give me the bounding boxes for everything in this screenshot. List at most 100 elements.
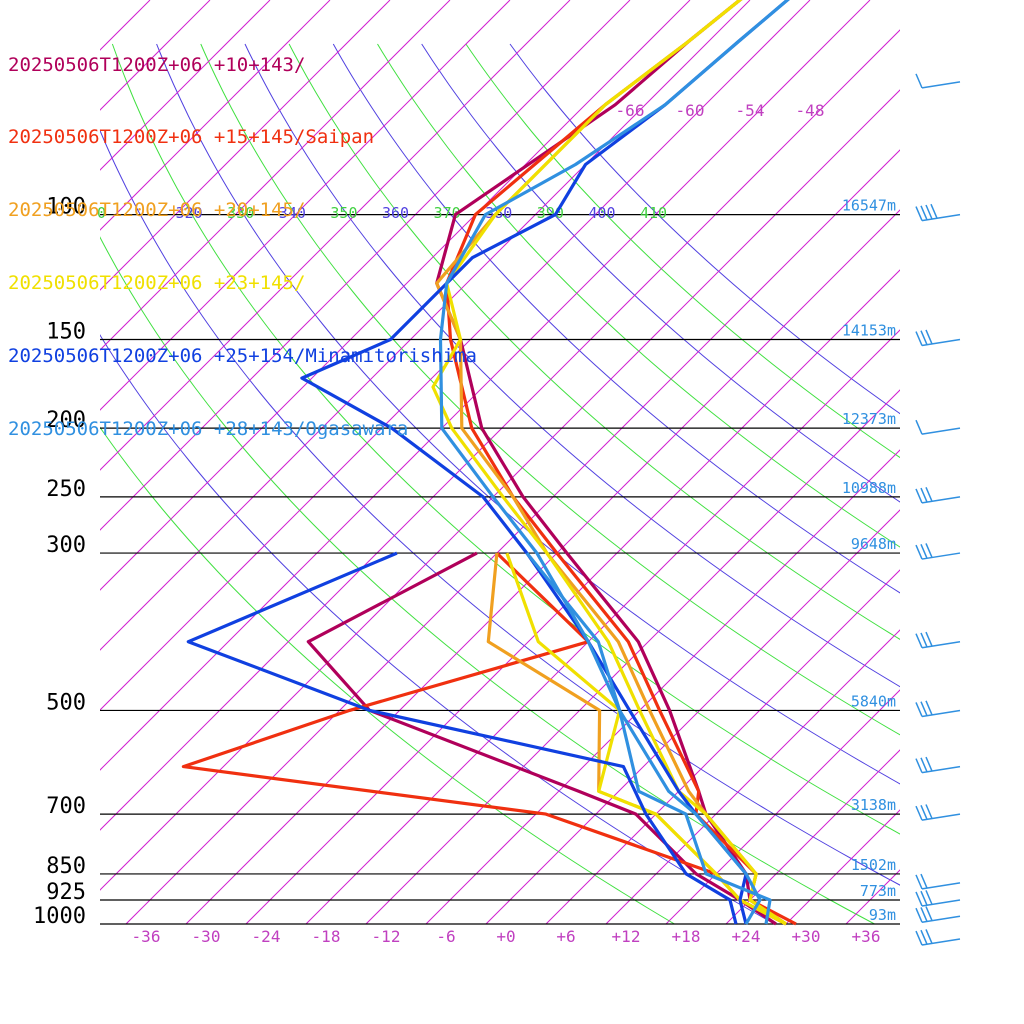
dry-adiabat bbox=[200, 43, 900, 736]
wind-barb bbox=[915, 929, 961, 946]
temperature-tick: +30 bbox=[792, 927, 821, 946]
dry-adiabat bbox=[244, 43, 900, 688]
wind-barb bbox=[915, 804, 961, 821]
dry-adiabat bbox=[465, 43, 900, 459]
temperature-tick: +24 bbox=[732, 927, 761, 946]
isotherm bbox=[725, 749, 900, 924]
dry-adiabat bbox=[111, 43, 900, 835]
temperature-profile bbox=[431, 0, 787, 926]
wind-barb bbox=[915, 419, 961, 435]
temperature-tick: -30 bbox=[192, 927, 221, 946]
dry-adiabat bbox=[509, 43, 900, 415]
pressure-label: 850 bbox=[46, 854, 86, 879]
pressure-label: 300 bbox=[46, 533, 86, 558]
wind-barb bbox=[915, 631, 961, 649]
legend-entry: 20250506T1200Z+06 +23+145/ bbox=[8, 272, 306, 295]
height-label: 3138m bbox=[851, 796, 896, 814]
isotherm bbox=[100, 0, 691, 591]
dewpoint-profile bbox=[505, 552, 787, 926]
wind-barb bbox=[915, 700, 961, 718]
dewpoint-profile bbox=[181, 551, 787, 926]
isotherm bbox=[245, 269, 900, 924]
isotherm bbox=[425, 449, 900, 924]
theta-label: 400 bbox=[588, 204, 615, 222]
isotherm bbox=[125, 149, 900, 924]
isotherm bbox=[605, 629, 900, 924]
pressure-label: 1000 bbox=[33, 904, 86, 929]
wind-barb bbox=[915, 487, 961, 504]
isotherm bbox=[100, 0, 751, 651]
pressure-label: 925 bbox=[46, 880, 86, 905]
theta-label: 320 bbox=[176, 204, 203, 222]
isotherm bbox=[665, 689, 900, 924]
theta-label: 410 bbox=[640, 204, 667, 222]
wind-barb bbox=[915, 329, 961, 347]
isotherm bbox=[100, 0, 871, 771]
dry-adiabat bbox=[156, 43, 900, 785]
temperature-tick: -36 bbox=[132, 927, 161, 946]
height-label: 93m bbox=[869, 906, 896, 924]
height-label: 1502m bbox=[851, 856, 896, 874]
theta-label: 350 bbox=[330, 204, 357, 222]
isotherm bbox=[100, 0, 391, 291]
legend-entry: 20250506T1200Z+06 +28+143/Ogasawara bbox=[8, 418, 409, 441]
isotherm bbox=[185, 209, 900, 924]
theta-label: 390 bbox=[537, 204, 564, 222]
dry-adiabat bbox=[100, 129, 900, 886]
temperature-tick: +12 bbox=[612, 927, 641, 946]
temperature-profile bbox=[438, 0, 790, 925]
dry-adiabat bbox=[332, 43, 900, 594]
temperature-tick: -12 bbox=[372, 927, 401, 946]
height-label: 773m bbox=[860, 882, 896, 900]
isotherm bbox=[100, 0, 451, 351]
isotherm bbox=[100, 0, 571, 471]
dewpoint-profile bbox=[186, 551, 738, 925]
pressure-label: 200 bbox=[46, 408, 86, 433]
isotherm bbox=[845, 869, 900, 924]
isotherm bbox=[485, 509, 900, 924]
isotherm bbox=[100, 0, 511, 411]
temperature-tick: +0 bbox=[496, 927, 515, 946]
temperature-tick: -18 bbox=[312, 927, 341, 946]
wind-barb bbox=[915, 756, 961, 774]
isotherm bbox=[906, 0, 1024, 924]
theta-label: 360 bbox=[382, 204, 409, 222]
theta-label: 340 bbox=[279, 204, 306, 222]
height-label: 12373m bbox=[842, 410, 896, 428]
temperature-tick: -6 bbox=[436, 927, 455, 946]
dry-adiabat bbox=[288, 43, 900, 640]
dewpoint-profile bbox=[306, 551, 777, 926]
isotherm bbox=[305, 329, 900, 924]
isotherm bbox=[100, 0, 811, 711]
pressure-label: 250 bbox=[46, 477, 86, 502]
temperature-profile bbox=[445, 0, 797, 926]
pressure-label: 150 bbox=[46, 320, 86, 345]
legend-entry: 20250506T1200Z+06 +10+143/ bbox=[8, 53, 306, 76]
wind-barb bbox=[915, 543, 961, 560]
temperature-tick: +18 bbox=[672, 927, 701, 946]
legend-entry: 20250506T1200Z+06 +20+145/ bbox=[8, 199, 306, 222]
isotherm bbox=[100, 0, 331, 231]
height-label: 16547m bbox=[842, 197, 896, 215]
wind-barb bbox=[915, 73, 961, 89]
wind-barb bbox=[915, 890, 961, 907]
height-label: 9648m bbox=[851, 535, 896, 553]
pressure-label: 100 bbox=[46, 195, 86, 220]
dry-adiabat bbox=[421, 43, 900, 503]
wind-barb bbox=[915, 203, 961, 222]
temperature-tick: +6 bbox=[556, 927, 575, 946]
wind-barb bbox=[915, 873, 961, 890]
temperature-tick: -24 bbox=[252, 927, 281, 946]
dry-adiabat bbox=[100, 236, 875, 924]
isotherm bbox=[785, 809, 900, 924]
isotherm-label: -54 bbox=[736, 101, 765, 120]
height-label: 10988m bbox=[842, 479, 896, 497]
theta-label: 330 bbox=[227, 204, 254, 222]
wind-barb bbox=[915, 906, 961, 923]
isotherm bbox=[100, 0, 271, 171]
height-label: 5840m bbox=[851, 692, 896, 710]
legend-entry: 20250506T1200Z+06 +25+154/Minamitorishim… bbox=[8, 345, 477, 368]
pressure-label: 500 bbox=[46, 690, 86, 715]
isotherm bbox=[100, 0, 631, 531]
